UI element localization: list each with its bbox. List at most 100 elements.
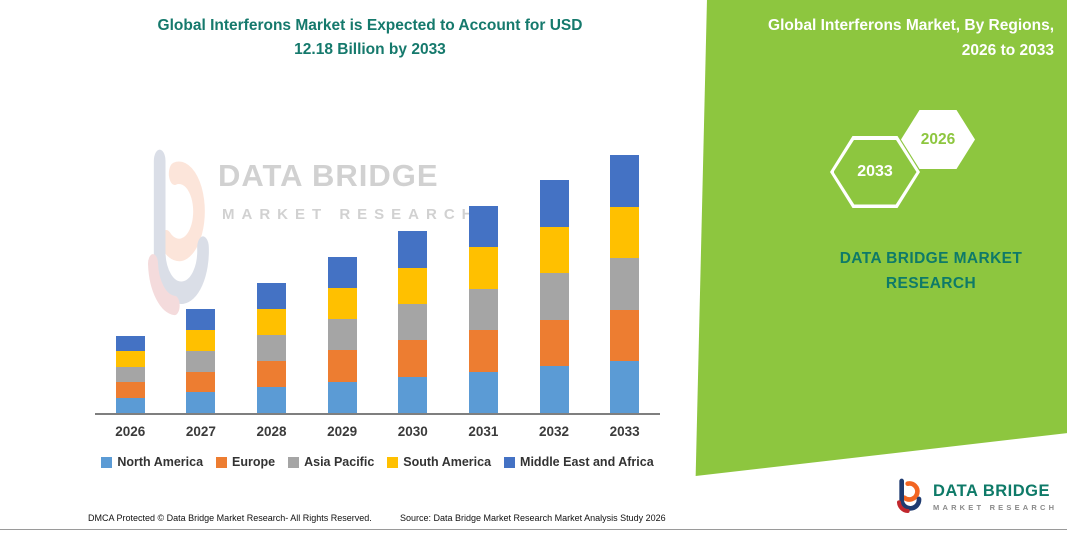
- side-panel-heading-line2: 2026 to 2033: [961, 42, 1054, 59]
- brand-name: DATA BRIDGE: [933, 482, 1051, 500]
- brand-footer: DATA BRIDGE MARKET RESEARCH: [893, 477, 1057, 517]
- bar-stack: [539, 138, 569, 413]
- bar-segment: [398, 340, 428, 377]
- legend-swatch-icon: [101, 456, 113, 468]
- legend-swatch-icon: [387, 456, 399, 468]
- bar-column-2033: [589, 138, 660, 413]
- x-tick-label: 2030: [397, 424, 428, 439]
- bar-segment: [468, 371, 498, 413]
- chart-title: Global Interferons Market is Expected to…: [40, 14, 700, 62]
- bar-segment: [468, 288, 498, 331]
- side-panel-brand: DATA BRIDGE MARKET RESEARCH: [790, 246, 1067, 296]
- legend-item: Europe: [216, 455, 275, 469]
- bar-segment: [115, 335, 145, 352]
- bar-column-2026: [95, 138, 166, 413]
- hexagon-2026-label: 2026: [920, 130, 956, 148]
- bar-segment: [539, 273, 569, 320]
- bar-segment: [257, 360, 287, 387]
- x-axis-labels: 2026 2027 2028 2029 2030 2031 2032 2033: [95, 424, 660, 439]
- chart-title-line2: 12.18 Billion by 2033: [294, 41, 446, 58]
- x-tick-label: 2029: [327, 424, 358, 439]
- bar-segment: [257, 282, 287, 309]
- legend-swatch-icon: [504, 456, 516, 468]
- bar-segment: [186, 371, 216, 393]
- bar-segment: [398, 267, 428, 304]
- bar-segment: [539, 319, 569, 367]
- bar-segment: [115, 351, 145, 367]
- brand-subtitle: MARKET RESEARCH: [933, 503, 1058, 512]
- bar-segment: [327, 256, 357, 288]
- x-tick-label: 2026: [115, 424, 146, 439]
- data-bridge-logo-icon: [897, 478, 922, 513]
- plot-area: [95, 138, 660, 415]
- bar-segment: [186, 392, 216, 413]
- chart-legend: North America Europe Asia Pacific South Ame…: [75, 455, 680, 469]
- legend-label: North America: [117, 455, 204, 469]
- legend-label: Europe: [232, 455, 276, 469]
- bar-column-2027: [166, 138, 237, 413]
- bar-segment: [257, 334, 287, 361]
- bar-segment: [468, 247, 498, 289]
- bar-column-2032: [519, 138, 590, 413]
- bar-segment: [610, 206, 640, 259]
- chart-title-line1: Global Interferons Market is Expected to…: [157, 17, 583, 34]
- bar-segment: [186, 330, 216, 351]
- bar-segment: [186, 350, 216, 372]
- side-panel-heading: Global Interferons Market, By Regions, 2…: [710, 13, 1054, 63]
- bar-segment: [398, 376, 428, 413]
- legend-item: South America: [387, 455, 491, 469]
- bar-segment: [610, 309, 640, 362]
- x-tick-label: 2032: [539, 424, 570, 439]
- x-tick-label: 2033: [609, 424, 640, 439]
- x-tick-label: 2031: [468, 424, 499, 439]
- legend-swatch-icon: [288, 456, 300, 468]
- bar-stack: [610, 138, 640, 413]
- side-panel: [695, 0, 1067, 476]
- watermark-text: DATA BRIDGE: [218, 158, 439, 193]
- x-tick-label: 2027: [185, 424, 216, 439]
- bar-column-2031: [448, 138, 519, 413]
- dmca-notice: DMCA Protected © Data Bridge Market Rese…: [88, 513, 372, 523]
- bar-segment: [539, 226, 569, 274]
- bar-segment: [327, 287, 357, 320]
- hexagon-2033-label: 2033: [857, 163, 893, 180]
- legend-label: Asia Pacific: [304, 455, 375, 469]
- side-panel-brand-line2: RESEARCH: [885, 275, 977, 292]
- bar-segment: [610, 258, 640, 310]
- watermark-subtext: MARKET RESEARCH: [222, 206, 480, 223]
- source-note: Source: Data Bridge Market Research Mark…: [400, 513, 666, 523]
- bar-segment: [327, 381, 357, 413]
- bar-stack: [398, 138, 428, 413]
- bar-segment: [468, 330, 498, 372]
- legend-item: Middle East and Africa: [504, 455, 654, 469]
- bar-segment: [257, 308, 287, 335]
- hexagon-2033: 2033: [830, 136, 920, 208]
- legend-label: South America: [403, 455, 492, 469]
- bar-column-2030: [378, 138, 449, 413]
- bar-segment: [257, 386, 287, 413]
- bar-segment: [398, 303, 428, 341]
- bar-stack: [468, 138, 498, 413]
- bar-segment: [610, 154, 640, 207]
- bar-segment: [539, 180, 569, 227]
- bar-segment: [327, 319, 357, 351]
- bar-segment: [115, 382, 145, 398]
- bar-segment: [468, 205, 498, 248]
- bar-segment: [539, 366, 569, 413]
- bar-segment: [327, 350, 357, 382]
- legend-label: Middle East and Africa: [520, 455, 654, 469]
- bar-segment: [115, 366, 145, 383]
- side-panel-heading-line1: Global Interferons Market, By Regions,: [768, 17, 1054, 34]
- bar-segment: [398, 231, 428, 268]
- bar-stack: [115, 138, 145, 413]
- bar-stack: [257, 138, 287, 413]
- bottom-divider: [0, 529, 1067, 530]
- bar-column-2029: [307, 138, 378, 413]
- bar-column-2028: [236, 138, 307, 413]
- data-bridge-watermark-icon: [148, 149, 209, 316]
- legend-item: North America: [101, 455, 203, 469]
- bar-segment: [186, 309, 216, 331]
- legend-swatch-icon: [216, 456, 228, 468]
- bar-stack: [327, 138, 357, 413]
